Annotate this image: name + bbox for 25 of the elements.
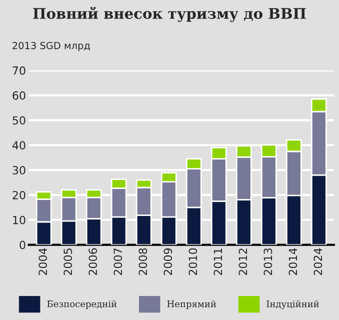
x-tick-label: 2004 <box>38 248 48 276</box>
legend-label: Безпосередній <box>47 300 117 310</box>
y-tick-label: 70 <box>12 66 26 75</box>
x-tick-label: 2005 <box>64 248 72 276</box>
x-tick-label: 2013 <box>264 248 272 276</box>
x-tick-label: 2012 <box>238 248 248 276</box>
x-tick-label: 2024 <box>314 248 322 276</box>
legend-label: Непрямий <box>167 300 216 310</box>
y-tick-label: 60 <box>12 91 26 100</box>
y-tick-label: 20 <box>12 190 26 200</box>
x-tick-label: 2011 <box>214 248 222 276</box>
y-tick-label: 40 <box>12 141 26 150</box>
y-tick-label: 50 <box>12 116 26 125</box>
y-tick-label: 30 <box>12 166 26 174</box>
y-tick-label: 10 <box>13 216 26 224</box>
x-tick-label: 2014 <box>288 248 298 276</box>
y-tick-label: 0 <box>20 240 26 250</box>
chart-title: Повний внесок туризму до ВВП <box>33 6 306 22</box>
x-tick-label: 2009 <box>164 248 172 276</box>
x-tick-label: 2007 <box>114 248 122 276</box>
x-tick-label: 2010 <box>188 248 198 276</box>
x-tick-label: 2008 <box>138 248 148 276</box>
y-axis-title: 2013 SGD млрд <box>12 42 90 52</box>
legend-label: Індуційний <box>266 300 319 310</box>
x-tick-label: 2006 <box>88 248 98 276</box>
